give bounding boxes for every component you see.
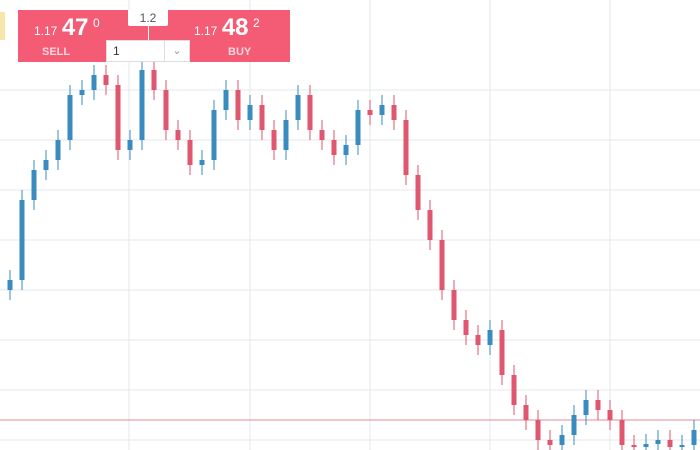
candle-body (403, 120, 409, 175)
candle-body (391, 105, 397, 120)
candle-body (223, 90, 229, 110)
candle-body (643, 444, 649, 447)
sell-button[interactable]: 1.17 47 0 SELL (34, 14, 124, 58)
candle-body (415, 175, 421, 210)
candle-body (19, 200, 25, 280)
candle-body (547, 440, 553, 445)
candle-body (475, 335, 481, 345)
candle-body (511, 375, 517, 405)
candle-body (295, 95, 301, 120)
candle-body (319, 130, 325, 140)
candle-body (499, 330, 505, 375)
sell-prefix: 1.17 (34, 24, 58, 38)
candle-body (379, 105, 385, 115)
candle-body (679, 445, 685, 447)
candle-body (655, 440, 661, 444)
candle-body (31, 170, 37, 200)
candle-body (43, 160, 49, 170)
side-tab (0, 12, 5, 40)
candle-body (163, 90, 169, 130)
candle-body (7, 280, 13, 290)
candle-body (139, 70, 145, 140)
candle-body (199, 160, 205, 165)
sell-sup: 0 (92, 16, 100, 30)
candle-body (343, 145, 349, 155)
candle-body (79, 90, 85, 95)
buy-prefix: 1.17 (194, 24, 218, 38)
buy-sup: 2 (252, 16, 260, 30)
candle-body (439, 240, 445, 290)
candle-body (235, 90, 241, 120)
candle-body (535, 420, 541, 440)
candle-body (259, 105, 265, 130)
candle-body (607, 410, 613, 420)
candle-body (367, 110, 373, 115)
sell-label: SELL (42, 46, 71, 58)
candle-body (151, 70, 157, 90)
spread: 1.2 (128, 10, 168, 26)
candle-body (271, 130, 277, 150)
trade-widget: 1.17 47 0 SELL 1.17 48 2 BUY 1.2 1 ⌄ (18, 10, 290, 62)
amount-select[interactable]: 1 ⌄ (106, 40, 190, 62)
candle-body (115, 85, 121, 150)
candle-body (247, 105, 253, 120)
candle-body (463, 320, 469, 335)
candle-body (523, 405, 529, 420)
candle-body (127, 140, 133, 150)
candle-body (559, 435, 565, 445)
candle-body (355, 110, 361, 145)
candle-body (487, 330, 493, 345)
candle-body (595, 400, 601, 410)
spread-tick (148, 26, 149, 40)
candle-body (667, 440, 673, 447)
candle-body (451, 290, 457, 320)
candle-body (583, 400, 589, 415)
candle-body (91, 75, 97, 90)
candle-body (55, 140, 61, 160)
buy-button[interactable]: 1.17 48 2 BUY (194, 14, 284, 58)
amount-value: 1 (113, 44, 120, 58)
candle-body (211, 110, 217, 160)
candle-body (175, 130, 181, 140)
dropdown-arrow[interactable]: ⌄ (164, 41, 189, 61)
candle-body (103, 75, 109, 85)
candle-body (619, 420, 625, 445)
candle-body (427, 210, 433, 240)
sell-big: 47 (61, 14, 89, 41)
buy-label: BUY (228, 46, 252, 58)
candle-body (631, 445, 637, 447)
candle-body (307, 95, 313, 130)
candle-body (691, 430, 697, 445)
buy-big: 48 (221, 14, 249, 41)
candle-body (283, 120, 289, 150)
candle-body (67, 95, 73, 140)
candle-body (571, 415, 577, 435)
candle-body (187, 140, 193, 165)
candle-body (331, 140, 337, 155)
